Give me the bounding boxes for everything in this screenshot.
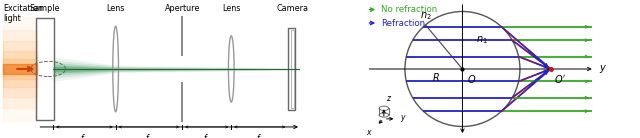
Text: Camera: Camera: [276, 4, 308, 13]
Bar: [288, 28, 294, 110]
Text: Lens: Lens: [106, 4, 125, 13]
Text: $O'$: $O'$: [554, 73, 566, 85]
Bar: [36, 18, 54, 120]
Text: $x$: $x$: [366, 128, 372, 137]
Text: $R$: $R$: [431, 71, 440, 83]
Text: Aperture: Aperture: [164, 4, 200, 13]
Text: Sample: Sample: [29, 4, 60, 13]
Text: $O$: $O$: [467, 73, 477, 85]
Text: $f_1$: $f_1$: [145, 132, 153, 138]
Text: $n_2$: $n_2$: [420, 10, 432, 22]
Text: Excitation: Excitation: [3, 4, 43, 13]
Text: $z$: $z$: [386, 94, 392, 103]
Text: light: light: [3, 14, 21, 23]
Text: Refraction: Refraction: [381, 18, 425, 27]
Text: $y$: $y$: [400, 113, 407, 124]
Text: $n_1$: $n_1$: [476, 34, 488, 46]
Text: $f_1$: $f_1$: [81, 132, 88, 138]
Bar: [291, 30, 294, 108]
Text: No refraction: No refraction: [381, 5, 437, 14]
Text: $f_2$: $f_2$: [256, 132, 264, 138]
Text: $f_2$: $f_2$: [203, 132, 211, 138]
Text: $y$: $y$: [598, 63, 607, 75]
Text: Lens: Lens: [222, 4, 241, 13]
